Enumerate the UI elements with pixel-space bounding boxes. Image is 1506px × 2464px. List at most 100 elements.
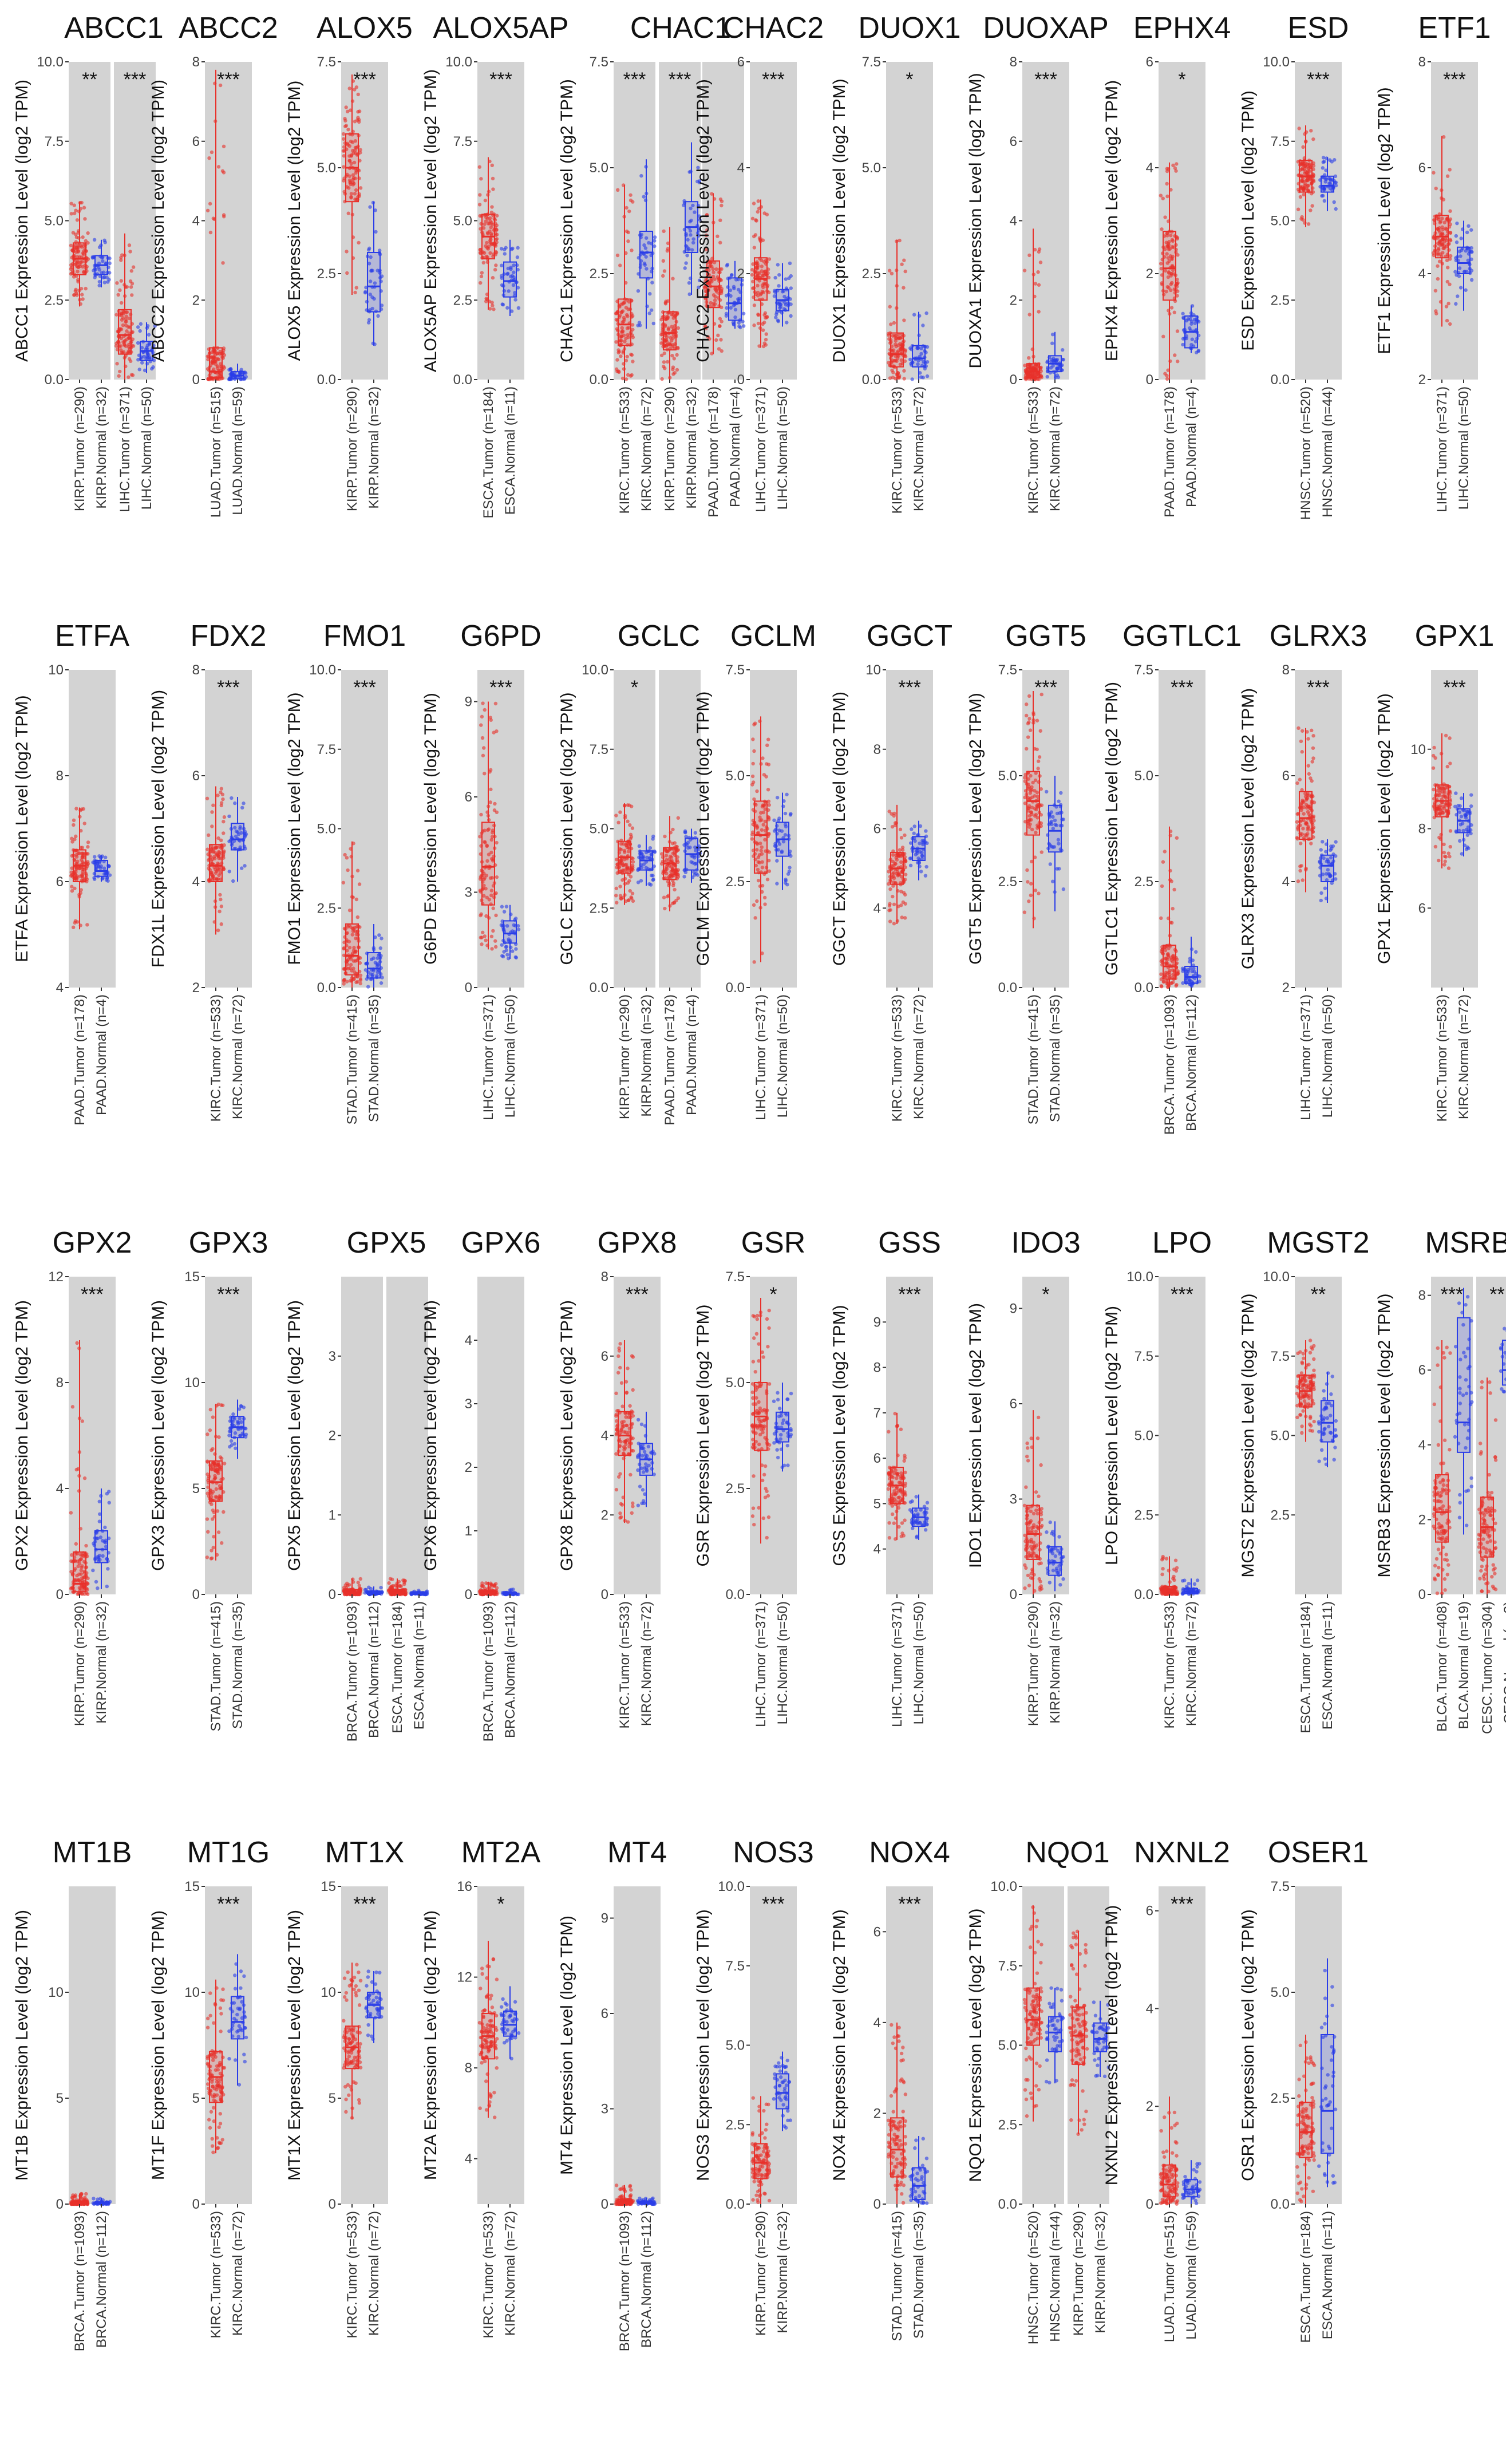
data-point — [76, 259, 80, 263]
data-point — [1050, 341, 1054, 345]
data-point — [1321, 156, 1326, 160]
y-tick-label: 8 — [1010, 54, 1017, 70]
data-point — [774, 312, 778, 317]
data-point — [1034, 771, 1038, 775]
data-point — [898, 374, 902, 378]
data-point — [1333, 174, 1338, 179]
data-point — [719, 338, 723, 342]
data-point — [660, 377, 664, 381]
y-axis-label: DUOXA1 Expression Level (log2 TPM) — [966, 73, 985, 368]
data-point — [1190, 337, 1195, 341]
x-tick-label: PAAD.Normal (n=4) — [684, 994, 699, 1115]
data-point — [380, 937, 384, 941]
data-point — [1030, 827, 1034, 832]
data-point — [620, 310, 624, 314]
data-point — [750, 273, 754, 277]
data-point — [80, 846, 85, 850]
data-point — [918, 841, 922, 846]
data-point — [212, 1535, 216, 1539]
data-point — [507, 956, 511, 961]
data-point — [1333, 158, 1337, 162]
data-point — [620, 320, 624, 325]
data-point — [106, 280, 110, 284]
data-point — [718, 324, 722, 328]
data-point — [509, 309, 514, 313]
data-point — [615, 358, 619, 362]
y-tick-label: 10.0 — [1263, 54, 1290, 70]
data-point — [1035, 718, 1039, 722]
data-point — [1444, 238, 1449, 242]
x-tick-label: LIHC.Normal (n=50) — [503, 994, 518, 1118]
data-point — [210, 847, 214, 851]
data-point — [1175, 836, 1179, 840]
data-point — [354, 85, 359, 89]
data-point — [488, 229, 492, 234]
data-point — [215, 1509, 220, 1513]
data-point — [76, 265, 80, 269]
data-point — [653, 235, 657, 239]
data-point — [671, 365, 675, 369]
data-point — [1160, 227, 1164, 231]
data-point — [623, 876, 627, 881]
data-point — [733, 307, 738, 312]
data-point — [516, 306, 521, 310]
data-point — [501, 302, 505, 307]
data-point — [1169, 306, 1174, 310]
data-point — [751, 279, 755, 283]
data-point — [903, 359, 907, 364]
y-tick-label: 6 — [873, 822, 881, 837]
plot-background — [69, 1277, 116, 1594]
data-point — [1442, 851, 1446, 855]
data-point — [74, 1467, 78, 1472]
data-point — [766, 788, 770, 792]
y-tick-label: 7.5 — [998, 662, 1017, 678]
data-point — [1166, 242, 1171, 246]
data-point — [1432, 787, 1436, 792]
data-point — [238, 845, 242, 849]
y-tick-label: 4 — [56, 980, 64, 996]
data-point — [96, 1554, 100, 1559]
data-point — [370, 295, 374, 299]
data-point — [1160, 884, 1164, 889]
data-point — [788, 297, 792, 301]
data-point — [756, 878, 761, 883]
data-point — [908, 863, 913, 868]
data-point — [1448, 222, 1453, 227]
data-point — [1437, 259, 1442, 263]
data-point — [636, 323, 640, 327]
data-point — [240, 866, 244, 870]
data-point — [93, 855, 97, 859]
data-point — [1325, 878, 1329, 882]
data-point — [1056, 367, 1060, 372]
data-point — [345, 271, 349, 275]
data-point — [1326, 868, 1330, 872]
data-point — [1469, 793, 1473, 797]
data-point — [1467, 224, 1471, 228]
data-point — [1039, 787, 1043, 791]
x-tick-label: KIRC.Normal (n=72) — [639, 386, 654, 511]
data-point — [705, 233, 709, 238]
data-point — [129, 269, 134, 273]
y-tick-label: 2.5 — [590, 266, 608, 282]
data-point — [789, 302, 793, 306]
data-point — [892, 902, 896, 906]
data-point — [1038, 729, 1042, 733]
data-point — [491, 906, 495, 910]
data-point — [1323, 886, 1327, 890]
data-point — [74, 1542, 78, 1546]
data-point — [1302, 812, 1306, 816]
data-point — [707, 264, 712, 268]
data-point — [489, 787, 493, 792]
data-point — [1446, 851, 1450, 855]
data-point — [353, 176, 357, 180]
data-point — [712, 260, 717, 264]
y-tick-label: 7.5 — [590, 54, 608, 70]
x-tick-label: LIHC.Tumor (n=371) — [481, 994, 496, 1120]
y-tick-label: 2.5 — [45, 293, 64, 308]
x-tick-label: KIRC.Normal (n=72) — [911, 386, 927, 511]
y-axis-label: ESD Expression Level (log2 TPM) — [1239, 90, 1258, 351]
